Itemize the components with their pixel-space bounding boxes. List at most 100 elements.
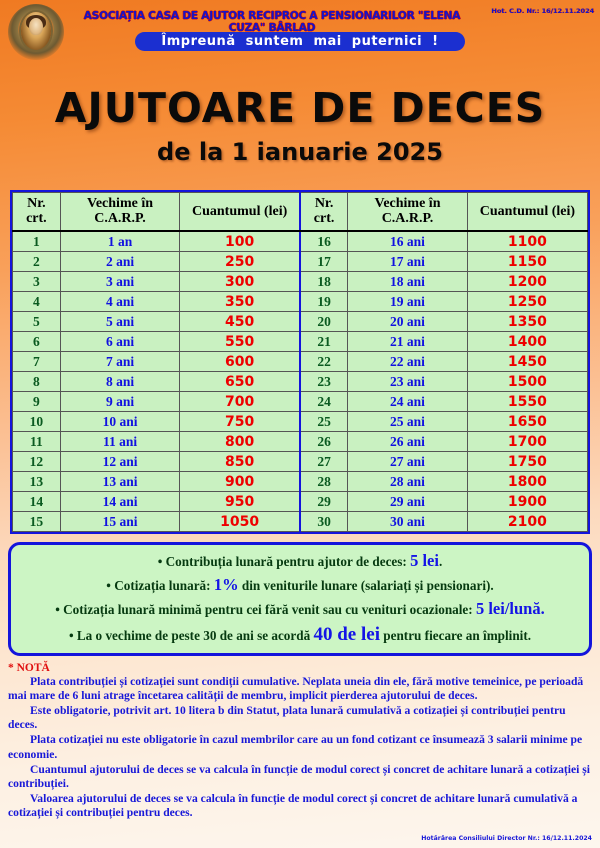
- row-nr-left: 12: [12, 451, 61, 473]
- note-line-cotizatie: • Cotizația lunară: 1% din veniturile lu…: [106, 575, 494, 595]
- row-nr-right: 18: [298, 271, 349, 293]
- row-vechime-left: 7 ani: [59, 351, 181, 373]
- col-header-vechime-right: Vechime în C.A.R.P.: [347, 192, 468, 233]
- row-nr-right: 21: [298, 331, 349, 353]
- row-cuantum-right: 1100: [466, 230, 589, 253]
- row-nr-right: 26: [298, 431, 349, 453]
- row-nr-left: 14: [12, 491, 61, 513]
- row-cuantum-left: 450: [179, 311, 301, 333]
- table-row: 12 12 ani 850 27 27 ani 1750: [12, 451, 589, 473]
- row-cuantum-right: 1250: [466, 291, 589, 313]
- row-cuantum-right: 1450: [466, 351, 589, 373]
- row-nr-right: 24: [298, 391, 349, 413]
- table-row: 10 10 ani 750 25 25 ani 1650: [12, 411, 589, 433]
- row-nr-left: 9: [12, 391, 61, 413]
- row-nr-right: 29: [298, 491, 349, 513]
- row-vechime-left: 3 ani: [59, 271, 181, 293]
- nota-paragraph: Valoarea ajutorului de deces se va calcu…: [8, 791, 578, 820]
- benefits-table-container: Nr. crt. Vechime în C.A.R.P. Cuantumul (…: [10, 190, 590, 535]
- row-nr-left: 4: [12, 291, 61, 313]
- row-vechime-right: 30 ani: [347, 511, 468, 533]
- row-vechime-left: 12 ani: [59, 451, 181, 473]
- note-line-peste-30-ani: • La o vechime de peste 30 de ani se aco…: [68, 623, 532, 645]
- association-name: ASOCIAȚIA CASA DE AJUTOR RECIPROC A PENS…: [83, 10, 461, 34]
- row-vechime-right: 29 ani: [347, 491, 468, 513]
- row-cuantum-left: 550: [179, 331, 301, 353]
- row-cuantum-right: 1150: [466, 251, 589, 273]
- row-cuantum-right: 2100: [466, 511, 589, 533]
- nota-paragraph: Este obligatorie, potrivit art. 10 liter…: [8, 704, 566, 732]
- row-cuantum-left: 850: [179, 451, 301, 473]
- row-vechime-left: 1 an: [59, 230, 181, 253]
- motto-banner: Împreună suntem mai puternici !: [135, 32, 465, 51]
- row-nr-left: 8: [12, 371, 61, 393]
- row-cuantum-right: 1900: [466, 491, 589, 513]
- row-cuantum-left: 900: [179, 471, 301, 493]
- row-cuantum-left: 600: [179, 351, 301, 373]
- row-nr-right: 22: [298, 351, 349, 373]
- row-vechime-left: 4 ani: [59, 291, 181, 313]
- row-nr-left: 13: [12, 471, 61, 493]
- col-header-cuantum-left: Cuantumul (lei): [179, 192, 301, 233]
- row-vechime-left: 10 ani: [59, 411, 181, 433]
- col-header-vechime-left: Vechime în C.A.R.P.: [59, 192, 181, 233]
- nota-paragraph: Cuantumul ajutorului de deces se va calc…: [8, 762, 590, 790]
- row-vechime-right: 28 ani: [347, 471, 468, 493]
- row-cuantum-right: 1650: [466, 411, 589, 433]
- portrait-face-shape: [29, 18, 43, 35]
- row-cuantum-right: 1400: [466, 331, 589, 353]
- row-vechime-left: 9 ani: [59, 391, 181, 413]
- table-row: 13 13 ani 900 28 28 ani 1800: [12, 471, 589, 493]
- page-header: ASOCIAȚIA CASA DE AJUTOR RECIPROC A PENS…: [0, 0, 600, 62]
- table-head: Nr. crt. Vechime în C.A.R.P. Cuantumul (…: [12, 192, 589, 233]
- row-vechime-left: 2 ani: [59, 251, 181, 273]
- nota-section: * NOTĂ Plata contribuției și cotizației …: [8, 662, 592, 820]
- row-nr-left: 15: [12, 511, 61, 533]
- note-line-contributie: • Contribuția lunară pentru ajutor de de…: [157, 551, 443, 571]
- row-nr-left: 10: [12, 411, 61, 433]
- elena-cuza-portrait-emblem-icon: [8, 4, 64, 60]
- row-cuantum-right: 1200: [466, 271, 589, 293]
- col-header-cuantum-right: Cuantumul (lei): [466, 192, 589, 233]
- title-block: AJUTOARE DE DECES de la 1 ianuarie 2025: [0, 84, 600, 166]
- row-nr-left: 5: [12, 311, 61, 333]
- row-vechime-right: 19 ani: [347, 291, 468, 313]
- table-header-row: Nr. crt. Vechime în C.A.R.P. Cuantumul (…: [12, 192, 589, 233]
- row-cuantum-left: 800: [179, 431, 301, 453]
- row-nr-left: 7: [12, 351, 61, 373]
- row-cuantum-left: 750: [179, 411, 301, 433]
- row-cuantum-left: 250: [179, 251, 301, 273]
- row-cuantum-left: 100: [179, 230, 301, 253]
- decision-reference-top: Hot. C.D. Nr.: 16/12.11.2024: [491, 7, 594, 15]
- col-header-nr-left: Nr. crt.: [12, 192, 61, 233]
- row-vechime-left: 8 ani: [59, 371, 181, 393]
- row-nr-right: 27: [298, 451, 349, 473]
- row-nr-right: 17: [298, 251, 349, 273]
- row-nr-right: 30: [298, 511, 349, 533]
- row-nr-right: 16: [298, 230, 349, 253]
- row-cuantum-right: 1700: [466, 431, 589, 453]
- row-nr-right: 25: [298, 411, 349, 433]
- row-cuantum-right: 1550: [466, 391, 589, 413]
- table-row: 15 15 ani 1050 30 30 ani 2100: [12, 511, 589, 533]
- row-cuantum-left: 950: [179, 491, 301, 513]
- row-vechime-left: 11 ani: [59, 431, 181, 453]
- row-vechime-right: 18 ani: [347, 271, 468, 293]
- row-nr-left: 1: [12, 230, 61, 253]
- row-vechime-left: 13 ani: [59, 471, 181, 493]
- row-nr-right: 20: [298, 311, 349, 333]
- contributions-notes-box: • Contribuția lunară pentru ajutor de de…: [8, 542, 592, 656]
- nota-body: Plata contribuției și cotizației sunt co…: [8, 675, 592, 820]
- row-cuantum-right: 1350: [466, 311, 589, 333]
- row-nr-left: 11: [12, 431, 61, 453]
- benefits-table: Nr. crt. Vechime în C.A.R.P. Cuantumul (…: [12, 192, 589, 533]
- row-nr-right: 23: [298, 371, 349, 393]
- row-vechime-right: 22 ani: [347, 351, 468, 373]
- row-vechime-left: 5 ani: [59, 311, 181, 333]
